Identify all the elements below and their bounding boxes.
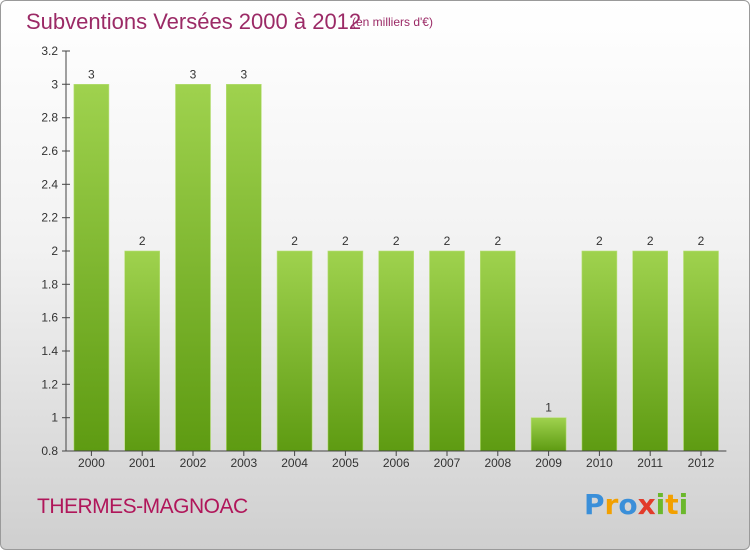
data-label-2005: 2 [342,234,349,248]
y-tick-label: 2.8 [41,111,58,125]
y-tick-label: 2.6 [41,144,58,158]
y-tick-label: 1.2 [41,377,58,391]
data-label-2007: 2 [444,234,451,248]
logo-letter: i [655,488,666,521]
logo-letter: x [637,488,656,521]
bar-2003 [226,84,262,452]
bar-2000 [73,84,110,452]
x-tick-label-2000: 2000 [78,456,105,470]
bar-2004 [276,250,313,452]
data-label-2000: 3 [88,67,95,81]
data-label-2010: 2 [596,234,603,248]
data-label-2002: 3 [190,67,197,81]
bar-2011 [632,250,669,452]
x-tick-label-2005: 2005 [332,456,359,470]
x-tick-label-2004: 2004 [281,456,308,470]
y-tick-label: 1.4 [41,344,58,358]
x-tick-label-2008: 2008 [484,456,511,470]
logo-letter: o [618,488,638,521]
y-tick-label: 1 [51,411,58,425]
data-label-2004: 2 [291,234,298,248]
bar-2009 [530,417,567,452]
y-tick-label: 2.2 [41,211,58,225]
bar-2001 [124,250,160,452]
data-label-2012: 2 [698,234,705,248]
bar-2012 [683,250,719,452]
data-label-2009: 1 [545,401,552,415]
y-tick-label: 1.6 [41,311,58,325]
x-tick-label-2010: 2010 [586,456,613,470]
logo-letter: P [584,488,605,521]
y-tick-label: 0.8 [41,444,58,458]
y-tick-label: 2 [51,244,58,258]
logo-letter: i [678,488,689,521]
x-tick-label-2001: 2001 [129,456,156,470]
x-tick-label-2002: 2002 [180,456,207,470]
bar-2010 [581,250,618,452]
bar-2006 [378,250,415,452]
x-tick-label-2007: 2007 [434,456,461,470]
x-tick-label-2009: 2009 [535,456,562,470]
y-tick-label: 3 [51,77,58,91]
data-label-2001: 2 [139,234,146,248]
data-label-2003: 3 [240,67,247,81]
logo-letter: t [665,488,679,521]
bar-2002 [175,84,211,452]
y-tick-label: 2.4 [41,177,58,191]
bar-2007 [429,250,465,452]
bar-2008 [479,250,516,452]
y-tick-label: 3.2 [41,44,58,58]
chart-unit-label: (en milliers d'€) [352,15,433,29]
y-tick-label: 1.8 [41,277,58,291]
data-label-2008: 2 [494,234,501,248]
x-tick-label-2012: 2012 [688,456,715,470]
x-tick-label-2006: 2006 [383,456,410,470]
chart-title: Subventions Versées 2000 à 2012 [26,9,362,34]
logo-letter: r [604,488,619,521]
x-tick-label-2011: 2011 [637,456,663,470]
commune-name: THERMES-MAGNOAC [37,495,248,518]
data-label-2011: 2 [647,234,654,248]
data-label-2006: 2 [393,234,400,248]
x-tick-label-2003: 2003 [230,456,257,470]
proxiti-logo[interactable]: Proxiti [584,488,688,521]
bar-2005 [327,250,364,452]
